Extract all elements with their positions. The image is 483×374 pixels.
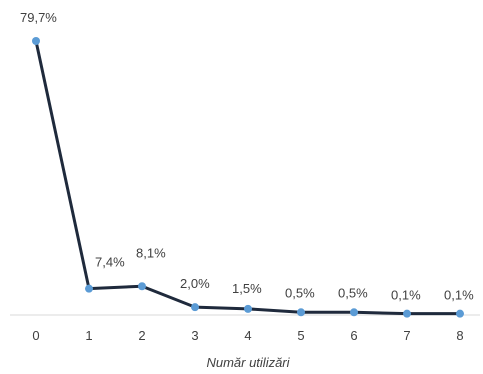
- marker-layer: [32, 37, 464, 318]
- data-label-3: 2,0%: [180, 276, 210, 291]
- data-point-2: [138, 282, 146, 291]
- data-point-3: [191, 303, 199, 312]
- x-tick-label-6: 6: [350, 328, 357, 343]
- data-label-6: 0,5%: [338, 285, 368, 300]
- data-label-5: 0,5%: [285, 285, 315, 300]
- x-tick-label-0: 0: [32, 328, 39, 343]
- data-label-2: 8,1%: [136, 245, 166, 260]
- x-tick-label-2: 2: [138, 328, 145, 343]
- data-label-1: 7,4%: [95, 255, 125, 270]
- data-label-4: 1,5%: [232, 281, 262, 296]
- x-tick-layer: 0 1 2 3 4 5 6 7 8: [32, 328, 463, 343]
- data-point-5: [297, 308, 305, 317]
- x-tick-label-3: 3: [191, 328, 198, 343]
- x-tick-label-7: 7: [403, 328, 410, 343]
- data-label-7: 0,1%: [391, 288, 421, 303]
- data-point-6: [350, 308, 358, 317]
- x-tick-label-8: 8: [456, 328, 463, 343]
- data-label-layer: 79,7% 7,4% 8,1% 2,0% 1,5% 0,5% 0,5% 0,1% 0,1%: [20, 10, 474, 303]
- data-label-8: 0,1%: [444, 288, 474, 303]
- data-point-7: [403, 309, 411, 318]
- x-tick-label-5: 5: [297, 328, 304, 343]
- series-line-layer: [34, 39, 462, 316]
- data-point-4: [244, 304, 252, 313]
- x-tick-label-4: 4: [244, 328, 251, 343]
- x-axis-title: Număr utilizări: [206, 355, 290, 370]
- series-line: [34, 39, 462, 316]
- data-point-0: [32, 37, 40, 45]
- x-tick-label-1: 1: [85, 328, 92, 343]
- data-point-8: [456, 309, 464, 318]
- data-point-1: [85, 284, 93, 293]
- data-label-0: 79,7%: [20, 10, 57, 25]
